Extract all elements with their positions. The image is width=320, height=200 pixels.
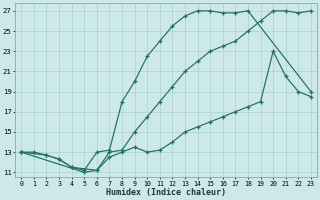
X-axis label: Humidex (Indice chaleur): Humidex (Indice chaleur) — [106, 188, 226, 197]
